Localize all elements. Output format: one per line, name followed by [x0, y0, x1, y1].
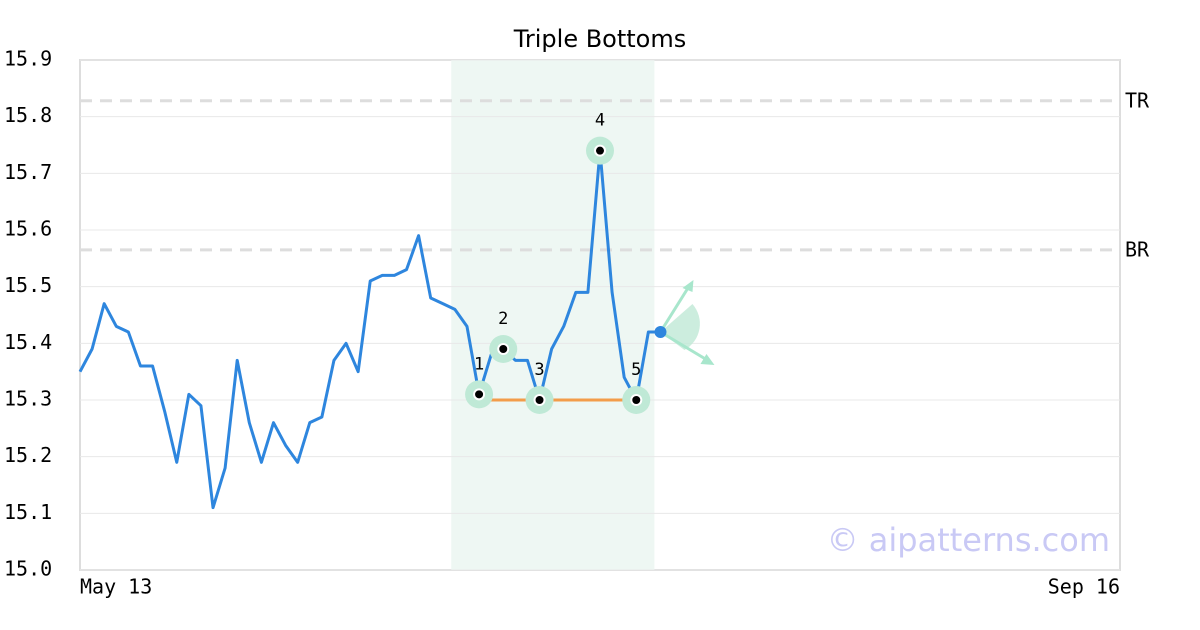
- pattern-range: [451, 60, 655, 570]
- y-tick-label: 15.0: [4, 557, 52, 581]
- pattern-point-label: 2: [498, 309, 508, 329]
- projection-arrowhead-up: [682, 280, 694, 292]
- pattern-point: [533, 394, 546, 406]
- level-label: BR: [1125, 237, 1150, 261]
- last-point: [654, 326, 667, 338]
- watermark: © aipatterns.com: [827, 521, 1110, 559]
- x-tick-label: Sep 16: [1048, 575, 1120, 599]
- pattern-point: [497, 343, 510, 355]
- y-tick-label: 15.7: [4, 160, 52, 184]
- pattern-point-label: 5: [631, 360, 641, 380]
- pattern-point: [473, 388, 486, 401]
- projection-arrowhead-down: [700, 354, 715, 365]
- y-tick-label: 15.6: [4, 217, 52, 241]
- y-tick-label: 15.5: [4, 273, 52, 297]
- pattern-point-label: 1: [474, 354, 484, 374]
- y-tick-label: 15.2: [4, 443, 52, 467]
- projection-arrow-down: [659, 330, 712, 364]
- pattern-point-label: 4: [595, 111, 605, 131]
- pattern-point: [594, 144, 606, 157]
- y-tick-label: 15.8: [4, 103, 52, 127]
- x-tick-label: May 13: [80, 575, 152, 599]
- pattern-point-label: 3: [534, 360, 544, 380]
- y-tick-label: 15.9: [4, 47, 52, 71]
- pattern-point: [630, 394, 643, 406]
- price-line: [78, 149, 661, 510]
- chart-title: Triple Bottoms: [513, 25, 687, 53]
- y-tick-label: 15.4: [4, 330, 52, 354]
- y-tick-label: 15.3: [4, 387, 52, 411]
- projection-arrow-up: [659, 283, 692, 333]
- level-label: TR: [1125, 88, 1150, 112]
- y-tick-label: 15.1: [4, 500, 52, 524]
